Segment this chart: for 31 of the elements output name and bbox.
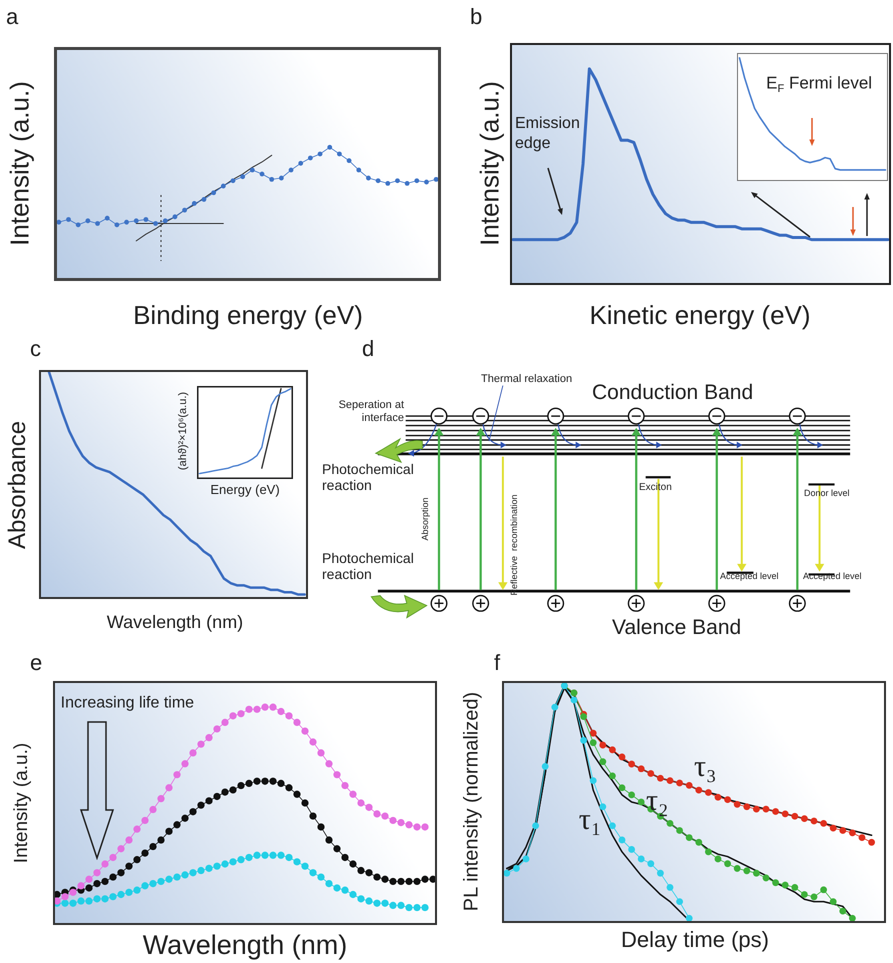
y-axis-title: Intensity (a.u.) [11,742,32,863]
text: Photochemical reaction [322,550,415,582]
text: Absorption [420,496,430,542]
annotation: τ₁ [578,803,602,836]
text: d [362,336,374,362]
x-axis-title: Delay time (ps) [620,927,770,953]
y-axis-title: Intensity (a.u.) [4,82,34,246]
y-axis-title: Absorbance [4,420,31,549]
chart-title: e [30,650,42,676]
chart-title: f [494,650,500,676]
text: Valence Band [612,616,742,640]
text: Photochemical reaction [322,461,415,494]
x-axis-title: Binding energy (eV) [132,300,364,331]
text: Thermal relaxation [481,373,572,386]
annotation: τ₃ [694,750,717,783]
text: Seperation at interface [338,399,404,424]
annotation: Increasing life time [60,694,194,712]
annotation: τ₂ [646,784,669,817]
x-axis-title: Energy (eV) [210,482,280,497]
chart-title: a [6,4,18,30]
annotation: Emission edge [514,115,580,152]
chart-title: c [30,336,41,362]
y-axis-title: (ahϑ)²×10⁶(a.u.) [177,392,189,470]
x-axis-title: Kinetic energy (eV) [588,300,812,331]
chart-title: b [470,4,482,30]
text: Accepted level [720,571,779,582]
y-axis-title: Intensity (a.u.) [474,82,504,246]
x-axis-title: Wavelength (nm) [142,930,348,961]
x-axis-title: Wavelength (nm) [106,612,244,633]
text: Conduction Band [592,381,754,406]
y-axis-title: PL intensity (normalized) [460,690,484,914]
